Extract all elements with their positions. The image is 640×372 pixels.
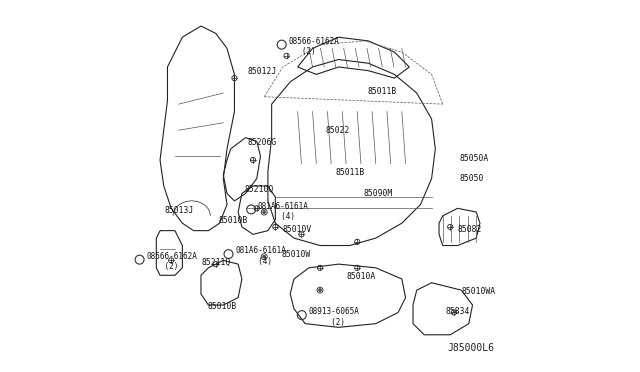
Text: 08913-6065A
     (2): 08913-6065A (2): [308, 307, 359, 327]
Text: 85010WA: 85010WA: [461, 287, 495, 296]
Text: 85013J: 85013J: [164, 206, 194, 215]
Text: J85000L6: J85000L6: [448, 343, 495, 353]
Circle shape: [262, 211, 266, 214]
Text: 85050: 85050: [460, 174, 484, 183]
Text: 08566-6162A
   (2): 08566-6162A (2): [289, 37, 339, 56]
Text: 85022: 85022: [326, 126, 350, 135]
Text: 85010A: 85010A: [347, 272, 376, 281]
Text: 85012J: 85012J: [248, 67, 276, 76]
Text: 85010W: 85010W: [282, 250, 311, 259]
Text: 85011B: 85011B: [336, 169, 365, 177]
Text: 85010B: 85010B: [207, 302, 237, 311]
Text: 85050A: 85050A: [459, 154, 488, 163]
Text: 85010B: 85010B: [219, 216, 248, 225]
Circle shape: [262, 255, 266, 258]
Text: 08566-6162A
    (2): 08566-6162A (2): [147, 252, 197, 271]
Text: 85834: 85834: [445, 307, 470, 316]
Text: 85211Q: 85211Q: [202, 258, 231, 267]
Circle shape: [319, 289, 321, 292]
Text: 85090M: 85090M: [364, 189, 393, 198]
Text: 85010V: 85010V: [282, 225, 311, 234]
Text: 85082: 85082: [458, 225, 482, 234]
Text: 85206G: 85206G: [248, 138, 276, 147]
Text: 081A6-6161A
     (4): 081A6-6161A (4): [235, 246, 286, 266]
Text: 85210Q: 85210Q: [245, 185, 274, 193]
Text: 081A6-6161A
     (4): 081A6-6161A (4): [258, 202, 308, 221]
Text: 85011B: 85011B: [367, 87, 397, 96]
